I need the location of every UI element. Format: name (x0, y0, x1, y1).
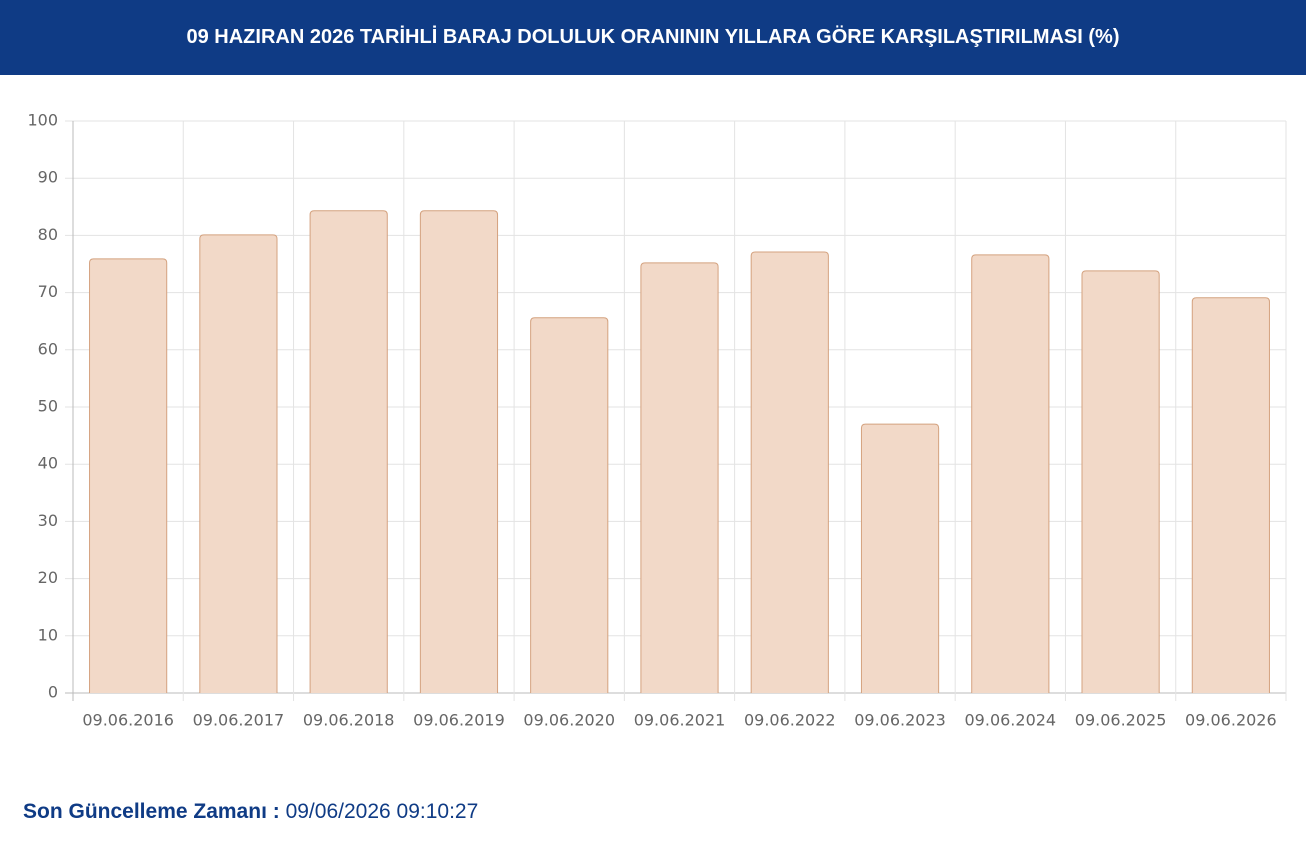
footer-label: Son Güncelleme Zamanı : (23, 800, 280, 823)
x-tick-label: 09.06.2021 (634, 711, 726, 730)
y-tick-label: 70 (38, 282, 58, 301)
x-tick-label: 09.06.2026 (1185, 711, 1277, 730)
x-tick-label: 09.06.2018 (303, 711, 395, 730)
x-tick-label: 09.06.2022 (744, 711, 836, 730)
bar (860, 423, 940, 693)
y-tick-label: 20 (38, 568, 58, 587)
bar (89, 258, 168, 693)
y-tick-label: 90 (38, 168, 58, 187)
bar (530, 317, 609, 693)
x-tick-label: 09.06.2024 (965, 711, 1057, 730)
y-tick-label: 60 (38, 339, 58, 358)
x-tick-label: 09.06.2025 (1075, 711, 1167, 730)
y-tick-label: 50 (38, 397, 58, 416)
bar (1081, 270, 1160, 693)
bar (309, 210, 388, 693)
bar (640, 262, 719, 693)
y-tick-label: 40 (38, 454, 58, 473)
x-tick-label: 09.06.2017 (193, 711, 285, 730)
bar (1191, 297, 1270, 693)
chart-title: 09 HAZIRAN 2026 TARİHLİ BARAJ DOLULUK OR… (0, 0, 1306, 75)
y-tick-label: 80 (38, 225, 58, 244)
bar (419, 210, 499, 693)
y-tick-label: 100 (27, 111, 58, 130)
x-tick-label: 09.06.2016 (82, 711, 174, 730)
x-tick-label: 09.06.2019 (413, 711, 505, 730)
footer: Son Güncelleme Zamanı : 09/06/2026 09:10… (23, 800, 478, 824)
bar (750, 251, 829, 693)
y-tick-label: 10 (38, 625, 58, 644)
x-tick-label: 09.06.2020 (523, 711, 615, 730)
bar (971, 254, 1050, 693)
y-tick-label: 0 (48, 683, 58, 702)
footer-value: 09/06/2026 09:10:27 (285, 800, 479, 823)
chart: 0 10 20 30 40 50 60 70 80 90 100 09.06.2016 09.06.20… (27, 111, 1287, 730)
y-tick-label: 30 (38, 511, 58, 530)
bar (199, 234, 278, 693)
x-tick-label: 09.06.2023 (854, 711, 946, 730)
